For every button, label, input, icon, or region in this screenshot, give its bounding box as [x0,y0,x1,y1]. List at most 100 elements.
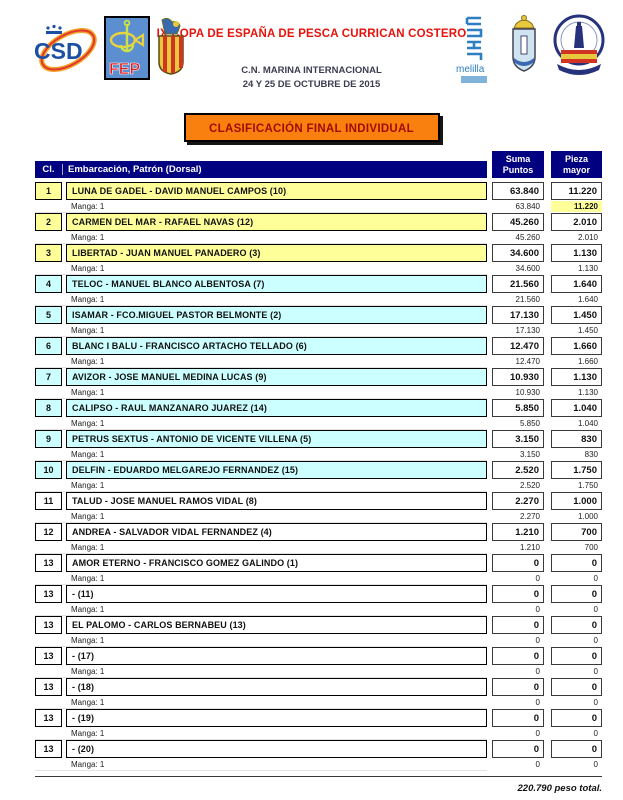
manga-suma-value: 10.930 [515,388,540,397]
rank-cell: 13 [35,740,62,758]
suma-puntos-value: 17.130 [492,306,544,324]
rank-cell: 2 [35,213,62,231]
table-row: 13- (18) 0 0 [35,678,602,696]
manga-pieza-value: 2.010 [577,233,598,242]
suma-puntos-value: 0 [492,616,544,634]
manga-label-area: Manga: 1 [35,665,487,678]
manga-pieza-value: 0 [593,760,598,769]
rank-cell: 13 [35,585,62,603]
manga-suma-value: 0 [535,760,540,769]
rank-cell: 3 [35,244,62,262]
suma-puntos-value: 12.470 [492,337,544,355]
manga-label-area: Manga: 1 [35,231,487,244]
manga-label: Manga: 1 [71,635,105,645]
manga-label-area: Manga: 1 [35,324,487,337]
table-row: 13- (17) 0 0 [35,647,602,665]
manga-label: Manga: 1 [71,356,105,366]
manga-label-area: Manga: 1 [35,293,487,306]
table-row: 9 PETRUS SEXTUS - ANTONIO DE VICENTE VILL… [35,430,602,448]
pieza-mayor-value: 0 [551,678,602,696]
svg-text:CSD: CSD [34,38,83,64]
pieza-mayor-value: 2.010 [551,213,602,231]
manga-label: Manga: 1 [71,387,105,397]
svg-text:melilla: melilla [456,64,485,75]
manga-pieza-value: 11.220 [551,201,602,212]
rank-cell: 12 [35,523,62,541]
manga-suma-value: 17.130 [515,326,540,335]
rank-cell: 13 [35,709,62,727]
manga-row: Manga: 1 0 0 [35,696,602,709]
manga-suma-value: 34.600 [515,264,540,273]
logos-right: melilla [453,14,605,88]
manga-row: Manga: 1 0 0 [35,572,602,585]
manga-label-area: Manga: 1 [35,696,487,709]
manga-row: Manga: 1 63.840 11.220 [35,200,602,213]
manga-label-area: Manga: 1 [35,417,487,430]
table-row: 8 CALIPSO - RAUL MANZANARO JUAREZ (14) 5.8… [35,399,602,417]
banner-label: CLASIFICACIÓN FINAL INDIVIDUAL [209,123,414,135]
manga-label: Manga: 1 [71,232,105,242]
pieza-mayor-value: 0 [551,554,602,572]
pieza-mayor-value: 11.220 [551,182,602,200]
melilla-logo: melilla [453,14,495,88]
manga-pieza-value: 0 [593,667,598,676]
table-row: 6 BLANC I BALU - FRANCISCO ARTACHO TELLAD… [35,337,602,355]
club-nautico-logo [553,14,605,76]
escudo-ciudad-logo [507,14,541,76]
manga-label-area: Manga: 1 [35,758,487,771]
manga-suma-value: 0 [535,574,540,583]
manga-pieza-value: 1.130 [577,264,598,273]
boat-patron-cell: CALIPSO - RAUL MANZANARO JUAREZ (14) [66,399,487,417]
manga-label-area: Manga: 1 [35,541,487,554]
page-title: IX COPA DE ESPAÑA DE PESCA CURRICAN COST… [156,28,467,40]
manga-label-area: Manga: 1 [35,200,487,213]
manga-suma-value: 21.560 [515,295,540,304]
boat-patron-cell: - (18) [66,678,487,696]
boat-patron-cell: - (17) [66,647,487,665]
manga-row: Manga: 1 0 0 [35,634,602,647]
rank-cell: 11 [35,492,62,510]
suma-puntos-value: 2.270 [492,492,544,510]
boat-patron-cell: AVIZOR - JOSE MANUEL MEDINA LUCAS (9) [66,368,487,386]
manga-row: Manga: 1 0 0 [35,665,602,678]
document-header: CSD FEP [0,0,623,104]
suma-puntos-value: 21.560 [492,275,544,293]
svg-text:FEP: FEP [109,61,140,78]
rank-cell: 8 [35,399,62,417]
header-bar: Cl. Embarcación, Patrón (Dorsal) [35,161,487,178]
manga-row: Manga: 1 5.850 1.040 [35,417,602,430]
manga-row: Manga: 1 0 0 [35,758,602,771]
table-row: 1 LUNA DE GADEL - DAVID MANUEL CAMPOS (10… [35,182,602,200]
manga-pieza-value: 0 [593,574,598,583]
suma-puntos-value: 0 [492,740,544,758]
manga-label-area: Manga: 1 [35,262,487,275]
rank-cell: 13 [35,647,62,665]
manga-row: Manga: 1 45.260 2.010 [35,231,602,244]
suma-puntos-value: 5.850 [492,399,544,417]
dates-text: 24 Y 25 DE OCTUBRE DE 2015 [242,79,381,90]
rank-cell: 13 [35,616,62,634]
manga-row: Manga: 1 2.520 1.750 [35,479,602,492]
rank-cell: 9 [35,430,62,448]
title-block: IX COPA DE ESPAÑA DE PESCA CURRICAN COST… [0,0,623,90]
boat-patron-cell: TELOC - MANUEL BLANCO ALBENTOSA (7) [66,275,487,293]
manga-label-area: Manga: 1 [35,634,487,647]
boat-patron-cell: PETRUS SEXTUS - ANTONIO DE VICENTE VILLE… [66,430,487,448]
manga-label: Manga: 1 [71,325,105,335]
boat-patron-cell: AMOR ETERNO - FRANCISCO GOMEZ GALINDO (1… [66,554,487,572]
pieza-mayor-value: 0 [551,647,602,665]
pieza-mayor-value: 1.130 [551,244,602,262]
table-row: 3 LIBERTAD - JUAN MANUEL PANADERO (3) 34.6… [35,244,602,262]
manga-label-area: Manga: 1 [35,727,487,740]
footer-divider [35,776,602,777]
pieza-mayor-value: 1.000 [551,492,602,510]
manga-suma-value: 0 [535,729,540,738]
manga-pieza-value: 1.450 [577,326,598,335]
manga-label: Manga: 1 [71,263,105,273]
fep-logo: FEP [104,16,150,80]
manga-suma-value: 3.150 [519,450,540,459]
manga-label-area: Manga: 1 [35,479,487,492]
pieza-mayor-value: 1.040 [551,399,602,417]
manga-label: Manga: 1 [71,294,105,304]
manga-label: Manga: 1 [71,449,105,459]
